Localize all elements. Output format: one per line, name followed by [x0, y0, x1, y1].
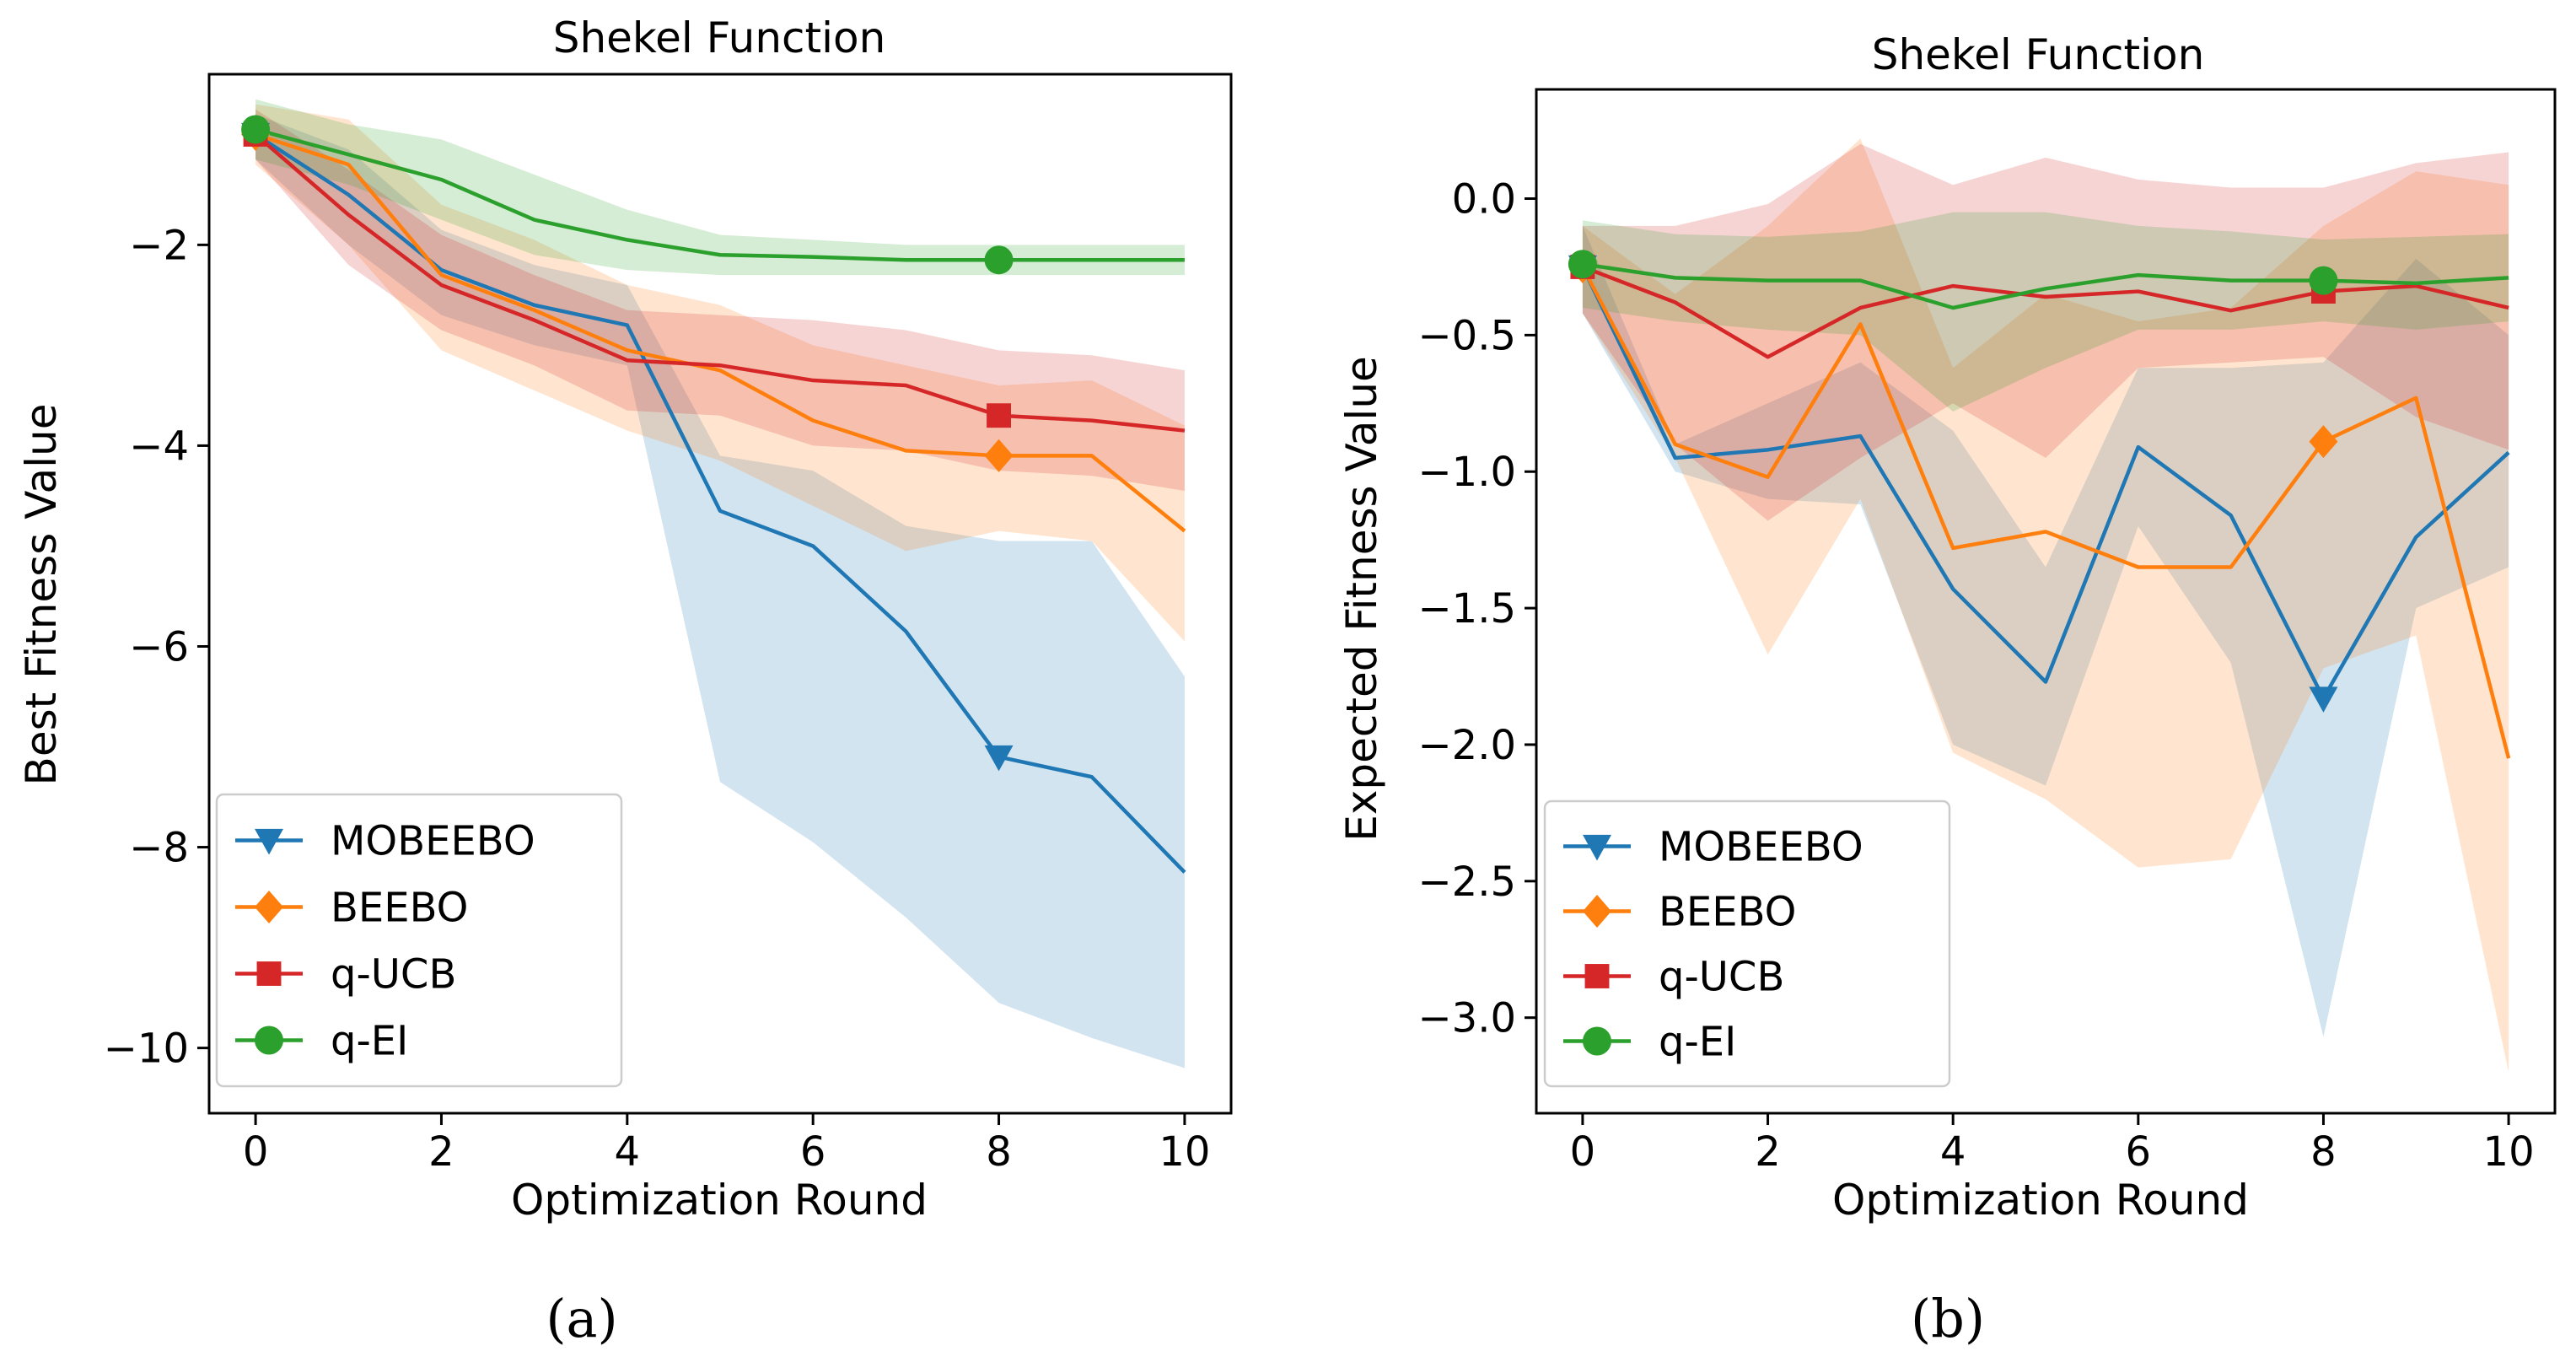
marker-mobeebo-8 — [2309, 686, 2338, 713]
x-tick-label: 0 — [243, 1128, 269, 1176]
y-tick-label: −1.5 — [1417, 585, 1516, 633]
band-beebo — [1582, 138, 2509, 1073]
line-mobeebo — [1580, 266, 2510, 701]
band-q-ei — [255, 99, 1185, 276]
legend-marker-q-ucb — [256, 961, 282, 986]
legend: MOBEEBO BEEBO q-UCB q-EI — [1543, 799, 1951, 1088]
line-mobeebo — [254, 132, 1186, 874]
legend-label: MOBEEBO — [1659, 824, 1863, 871]
plot-frame — [1535, 88, 2557, 1115]
legend-label: q-EI — [1659, 1019, 1736, 1066]
line-beebo — [255, 132, 1186, 533]
y-axis-label: Expected Fitness Value — [1337, 356, 1386, 842]
y-tick-label: −8 — [129, 825, 189, 872]
x-tick-label: 10 — [2483, 1128, 2535, 1176]
legend-marker-beebo — [1583, 894, 1611, 929]
legend-box — [215, 793, 623, 1088]
x-tick-label: 0 — [1570, 1128, 1596, 1176]
y-tick-label: −10 — [104, 1026, 189, 1073]
panel-b: Shekel Function Expected Fitness Value O… — [1337, 30, 2557, 1349]
band-beebo — [255, 104, 1185, 642]
x-tick-label: 8 — [2310, 1128, 2337, 1176]
y-tick-label: −1.0 — [1417, 449, 1516, 496]
y-tick-label: −2 — [129, 222, 189, 269]
x-axis-label: Optimization Round — [1832, 1176, 2249, 1225]
legend-marker-q-ei — [255, 1026, 283, 1055]
y-tick-label: −4 — [129, 423, 189, 470]
legend-label: q-UCB — [1659, 954, 1784, 1001]
subfigure-label-a: (a) — [546, 1288, 617, 1349]
line-q-ucb — [254, 132, 1186, 433]
y-tick-label: −6 — [129, 623, 189, 670]
panel-a: Shekel Function Best Fitness Value Optim… — [17, 13, 1233, 1349]
x-tick-label: 4 — [615, 1128, 641, 1176]
band-mobeebo — [1582, 225, 2509, 1037]
confidence-bands — [1582, 138, 2509, 1073]
band-mobeebo — [255, 114, 1185, 1069]
axes: 0 2 4 6 8 10 −2 −4 −6 −8 −10 — [104, 73, 1233, 1176]
marker-q-ei-8 — [2309, 266, 2338, 295]
series-lines — [1580, 261, 2511, 759]
x-tick-label: 2 — [428, 1128, 454, 1176]
marker-q-ei-0 — [1568, 250, 1597, 279]
band-q-ucb — [255, 109, 1185, 491]
marker-q-ucb-8 — [987, 403, 1011, 428]
legend-marker-beebo — [255, 890, 283, 924]
legend-marker-q-ei — [1583, 1026, 1611, 1056]
legend-label: BEEBO — [331, 885, 468, 932]
series-lines — [254, 127, 1186, 874]
y-tick-label: −3.0 — [1417, 995, 1516, 1042]
marker-q-ei-0 — [241, 115, 271, 144]
legend-label: MOBEEBO — [331, 818, 535, 865]
legend-marker-q-ucb — [1584, 964, 1610, 988]
confidence-bands — [255, 99, 1185, 1069]
subfigure-label-b: (b) — [1911, 1288, 1985, 1349]
y-tick-label: −2.5 — [1417, 859, 1516, 906]
line-q-ucb — [1582, 265, 2509, 359]
legend-label: BEEBO — [1659, 889, 1796, 936]
legend: MOBEEBO BEEBO q-UCB q-EI — [215, 793, 623, 1088]
marker-q-ei-8 — [984, 245, 1014, 275]
legend-label: q-UCB — [331, 951, 456, 999]
chart-title: Shekel Function — [553, 13, 886, 62]
series-markers — [1568, 250, 2338, 713]
line-q-ei — [255, 127, 1185, 262]
legend-label: q-EI — [331, 1018, 408, 1065]
x-tick-label: 8 — [986, 1128, 1012, 1176]
y-tick-label: −2.0 — [1417, 722, 1516, 769]
chart-title: Shekel Function — [1872, 30, 2205, 79]
marker-mobeebo-8 — [984, 745, 1014, 772]
band-q-ei — [1582, 212, 2509, 412]
plot-frame — [207, 73, 1233, 1115]
y-tick-label: 0.0 — [1452, 175, 1516, 223]
line-beebo — [1580, 266, 2511, 759]
band-q-ucb — [1582, 143, 2509, 521]
marker-beebo-8 — [2309, 425, 2338, 459]
series-markers — [241, 115, 1014, 772]
x-tick-label: 6 — [2126, 1128, 2152, 1176]
x-tick-label: 6 — [800, 1128, 826, 1176]
legend-box — [1543, 799, 1951, 1088]
y-axis-label: Best Fitness Value — [17, 404, 66, 786]
y-tick-label: −0.5 — [1417, 312, 1516, 359]
x-tick-label: 4 — [1940, 1128, 1966, 1176]
legend-marker-mobeebo — [1583, 834, 1611, 861]
marker-beebo-8 — [984, 439, 1014, 472]
x-tick-label: 10 — [1159, 1128, 1210, 1176]
x-tick-label: 2 — [1755, 1128, 1781, 1176]
axes: 0 2 4 6 8 10 0.0 −0.5 −1.0 −1.5 −2.0 −2.5 −3.0 — [1417, 88, 2557, 1176]
legend-marker-mobeebo — [255, 828, 283, 855]
x-axis-label: Optimization Round — [511, 1176, 928, 1225]
line-q-ei — [1582, 261, 2509, 310]
